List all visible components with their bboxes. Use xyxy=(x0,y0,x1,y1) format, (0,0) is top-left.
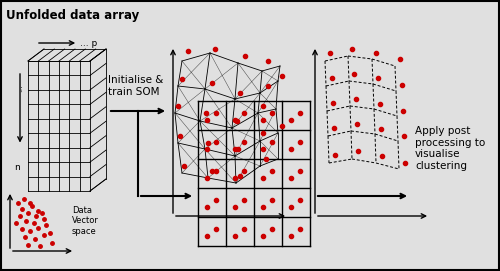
Text: ... p: ... p xyxy=(80,38,97,47)
Text: Apply post
processing to
visualise
clustering: Apply post processing to visualise clust… xyxy=(415,126,485,171)
Text: ...: ... xyxy=(16,85,24,92)
Text: Unfolded data array: Unfolded data array xyxy=(6,9,139,22)
Text: Initialise &
train SOM: Initialise & train SOM xyxy=(108,75,164,97)
Text: n: n xyxy=(14,163,20,172)
Text: Data
Vector
space: Data Vector space xyxy=(72,206,99,236)
